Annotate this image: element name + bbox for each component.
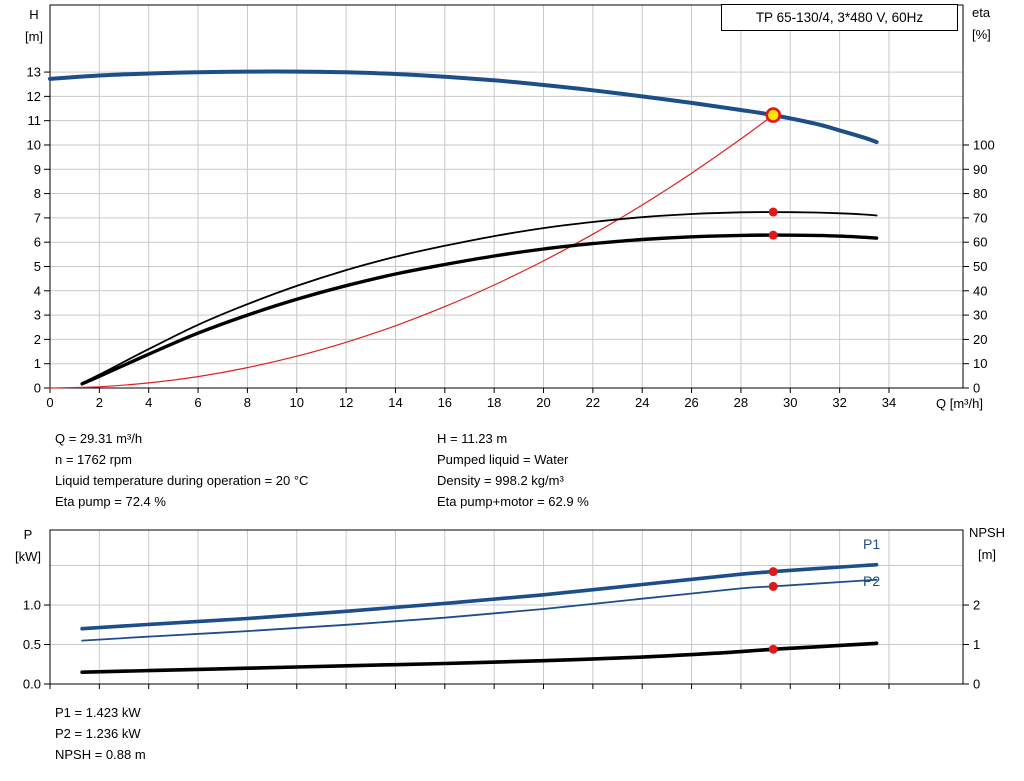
info-line-p2: P2 = 1.236 kW — [55, 726, 141, 741]
y-right-tick-label: 0 — [973, 677, 980, 692]
y-right-tick-label: 10 — [973, 356, 987, 371]
eta-pump-curve — [81, 211, 878, 384]
eta-pump-motor-curve — [80, 233, 879, 386]
y-left-tick-label: 8 — [34, 186, 41, 201]
p1-curve-label: P1 — [863, 536, 881, 552]
x-tick-label: 18 — [487, 395, 501, 410]
x-tick-label: 6 — [194, 395, 201, 410]
y-left-tick-label: 1 — [34, 356, 41, 371]
eta-pump-motor-marker — [768, 230, 778, 240]
x-tick-label: 26 — [684, 395, 698, 410]
info-line-density: Density = 998.2 kg/m³ — [437, 473, 564, 488]
info-line-flow: Q = 29.31 m³/h — [55, 431, 143, 446]
npsh-marker — [768, 644, 778, 654]
plot-frame — [49, 4, 964, 389]
y-right-tick-label: 2 — [973, 598, 980, 613]
y-right-tick-label: 30 — [973, 308, 987, 323]
y-left-tick-label: 11 — [28, 113, 42, 128]
p1-curve — [80, 562, 879, 631]
flow-axis-title: Q [m³/h] — [936, 396, 983, 411]
power-axis-title: P [kW] — [8, 524, 48, 568]
y-right-tick-label: 80 — [973, 186, 987, 201]
x-tick-label: 22 — [586, 395, 600, 410]
x-tick-label: 28 — [734, 395, 748, 410]
y-left-tick-label: 3 — [34, 308, 41, 323]
npsh-curve — [80, 641, 879, 674]
info-line-liquid: Pumped liquid = Water — [437, 452, 569, 467]
eta-axis-unit: [%] — [972, 27, 991, 42]
y-left-tick-label: 1.0 — [23, 598, 41, 613]
info-line-speed: n = 1762 rpm — [55, 452, 132, 467]
y-left-tick-label: 10 — [27, 137, 41, 152]
y-left-tick-label: 6 — [34, 235, 41, 250]
x-tick-label: 14 — [388, 395, 402, 410]
x-tick-label: 24 — [635, 395, 649, 410]
x-tick-label: 32 — [832, 395, 846, 410]
x-tick-label: 4 — [145, 395, 152, 410]
head-axis-title: H [m] — [18, 4, 50, 48]
x-tick-label: 2 — [96, 395, 103, 410]
info-line-temperature: Liquid temperature during operation = 20… — [55, 473, 309, 488]
eta-axis-title: eta [%] — [972, 2, 1012, 46]
y-left-tick-label: 9 — [34, 162, 41, 177]
x-tick-label: 20 — [536, 395, 550, 410]
y-left-tick-label: 2 — [34, 332, 41, 347]
p2-curve-label: P2 — [863, 573, 881, 589]
head-axis-symbol: H — [29, 7, 39, 22]
npsh-axis-title: NPSH [m] — [960, 522, 1014, 566]
head-curve — [48, 69, 879, 145]
y-left-tick-label: 0 — [34, 381, 41, 396]
y-right-tick-label: 40 — [973, 283, 987, 298]
x-tick-label: 8 — [244, 395, 251, 410]
y-right-tick-label: 1 — [973, 637, 980, 652]
operating-info-right-column: H = 11.23 m Pumped liquid = Water Densit… — [437, 428, 589, 512]
power-info-block: P1 = 1.423 kW P2 = 1.236 kW NPSH = 0.88 … — [55, 702, 146, 765]
power-axis-unit: [kW] — [15, 549, 41, 564]
operating-info-left-column: Q = 29.31 m³/h n = 1762 rpm Liquid tempe… — [55, 428, 308, 512]
y-left-tick-label: 0.5 — [23, 637, 41, 652]
y-left-tick-label: 4 — [34, 283, 41, 298]
npsh-axis-unit: [m] — [977, 547, 997, 562]
y-left-tick-label: 5 — [34, 259, 41, 274]
y-right-tick-label: 100 — [973, 137, 995, 152]
head-axis-unit: [m] — [24, 29, 44, 44]
qh-eta-chart: 0 2 4 6 8 10 12 14 16 18 20 22 24 26 28 30 32 34012345678… — [27, 4, 995, 410]
p2-curve — [81, 578, 878, 642]
pump-title-box: TP 65-130/4, 3*480 V, 60Hz — [721, 4, 958, 31]
info-line-eta-pump: Eta pump = 72.4 % — [55, 494, 166, 509]
y-right-tick-label: 70 — [973, 210, 987, 225]
npsh-axis-symbol: NPSH — [968, 525, 1006, 540]
info-line-head: H = 11.23 m — [437, 431, 508, 446]
plot-frame — [49, 529, 964, 685]
eta-axis-symbol: eta — [972, 5, 991, 20]
p1-marker — [768, 567, 778, 577]
power-npsh-chart: 0.0 0.5 1.0 0 1 2 — [23, 529, 980, 692]
power-axis-symbol: P — [23, 527, 33, 542]
info-line-eta-pump-motor: Eta pump+motor = 62.9 % — [437, 494, 589, 509]
x-tick-label: 12 — [339, 395, 353, 410]
y-left-tick-label: 0.0 — [23, 677, 41, 692]
y-left-tick-label: 12 — [27, 89, 41, 104]
x-tick-label: 16 — [438, 395, 452, 410]
x-tick-label: 34 — [882, 395, 896, 410]
eta-pump-marker — [768, 207, 778, 217]
y-left-tick-label: 13 — [27, 65, 41, 80]
info-line-p1: P1 = 1.423 kW — [55, 705, 141, 720]
x-tick-label: 0 — [46, 395, 53, 410]
x-tick-label: 30 — [783, 395, 797, 410]
y-right-tick-label: 60 — [973, 235, 987, 250]
y-right-tick-label: 20 — [973, 332, 987, 347]
y-right-tick-label: 50 — [973, 259, 987, 274]
y-right-tick-label: 90 — [973, 162, 987, 177]
x-tick-label: 10 — [290, 395, 304, 410]
y-left-tick-label: 7 — [34, 210, 41, 225]
info-line-npsh: NPSH = 0.88 m — [55, 747, 146, 762]
duty-parabola — [49, 114, 774, 389]
p2-marker — [768, 581, 778, 591]
y-right-tick-label: 0 — [973, 381, 980, 396]
duty-point-marker[interactable] — [765, 107, 782, 123]
